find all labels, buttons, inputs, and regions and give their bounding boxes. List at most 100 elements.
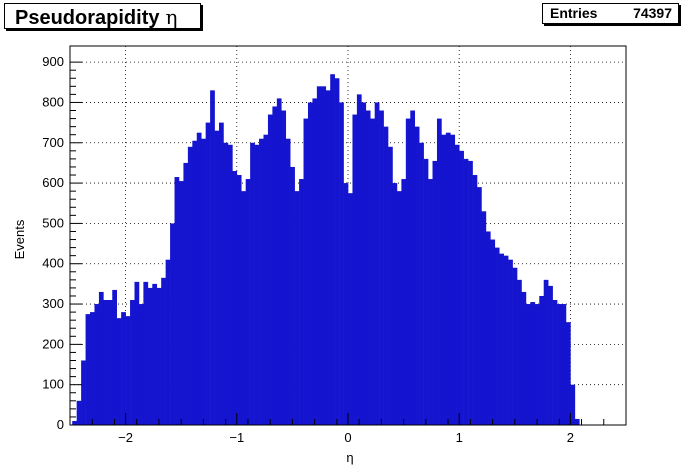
histogram-bin [330,74,335,426]
histogram-bin [134,281,140,425]
histogram-bin [316,86,322,425]
histogram-bin [143,281,149,425]
histogram-bin [512,267,518,425]
y-tick-label: 0 [57,417,64,432]
histogram-bin [223,142,229,425]
histogram-bin [85,314,91,425]
histogram-bin [561,304,567,425]
title-text: Pseudorapidity [15,7,160,29]
histogram-bin [468,160,473,425]
histogram-bin [441,134,447,425]
histogram-bin [343,183,349,425]
histogram-bin [254,144,260,425]
histogram-bin [299,179,304,425]
histogram-bin [325,90,331,425]
title-eta-symbol: η [165,5,178,29]
histogram-bars [72,74,580,426]
histogram-bin [530,302,536,425]
histogram-bin [494,247,500,425]
histogram-bin [557,304,562,425]
histogram-title-box: Pseudorapidity η [4,3,201,29]
histogram-bin [574,418,580,425]
histogram-title: Pseudorapidity η [15,5,177,30]
histogram-bin [307,102,313,425]
histogram-bin [219,122,224,425]
histogram-bin [312,98,318,426]
histogram-bin [374,102,380,425]
histogram-bin [476,187,482,425]
histogram-bin [472,175,478,425]
histogram-bin [303,118,309,426]
histogram-bin [334,78,340,426]
y-tick-label: 900 [42,54,64,69]
histogram-bin [81,360,86,425]
stats-entries-value: 74397 [633,5,672,21]
histogram-bin [250,142,255,425]
histogram-bin [147,287,153,425]
histogram-bin [348,193,353,425]
histogram-bin [121,312,126,425]
x-tick-label: −1 [229,430,244,445]
x-tick-label: −2 [118,430,133,445]
histogram-bin [294,191,300,425]
y-tick-label: 200 [42,336,64,351]
histogram-bin [552,300,558,425]
histogram-bin [281,110,287,426]
histogram-bin [259,138,264,425]
histogram-bin [196,132,202,426]
histogram-bin [463,158,469,425]
histogram-bin [428,179,433,425]
histogram-bin [285,138,291,425]
histogram-bin [156,287,162,425]
histogram-bin [423,158,429,425]
histogram-bin [432,160,438,425]
histogram-bin [205,122,211,425]
histogram-bin [445,132,451,426]
histogram-bin [361,102,367,425]
histogram-bin [410,110,416,426]
histogram-bin [383,126,389,425]
histogram-bin [112,289,118,425]
axis-ticks: 0 100 200 300 400 500 600 700 800 900 −2 −1 0 1 2 [42,54,627,445]
histogram-bin [187,146,193,426]
histogram-bin [508,259,513,425]
histogram-bin [436,118,442,426]
histogram-bin [272,106,278,425]
y-tick-label: 600 [42,175,64,190]
histogram-bin [352,114,358,426]
histogram-bin [214,130,220,425]
stats-entries-label: Entries [550,5,598,21]
histogram-bin [165,259,171,425]
histogram-bin [98,291,104,425]
histogram-bin [103,300,109,425]
x-tick-label: 1 [456,430,463,445]
histogram-bin [419,142,424,425]
histogram-bin [116,318,122,425]
histogram-bin [539,295,545,425]
histogram-bin [454,144,460,425]
histogram-bin [130,300,135,425]
histogram-bin [276,98,282,426]
x-axis-label: η [346,450,353,465]
y-tick-label: 100 [42,377,64,392]
x-tick-label: 0 [344,430,351,445]
histogram-bin [72,420,77,425]
histogram-bin [90,312,95,425]
histogram-bin [170,223,175,425]
histogram-bin [236,175,242,425]
histogram-bin [543,279,549,425]
histogram-bin [192,140,198,425]
histogram-bin [401,179,407,425]
histogram-bin [379,110,384,426]
histogram-bin [534,304,540,425]
histogram-bin [232,170,238,425]
histogram-bin [201,138,206,425]
histogram-bin [548,285,553,425]
histogram-bin [450,134,456,425]
histogram-bin [365,110,371,426]
histogram-bin [76,400,82,425]
histogram-bin [414,126,420,425]
histogram-bin [125,316,131,425]
histogram-bin [290,166,295,425]
